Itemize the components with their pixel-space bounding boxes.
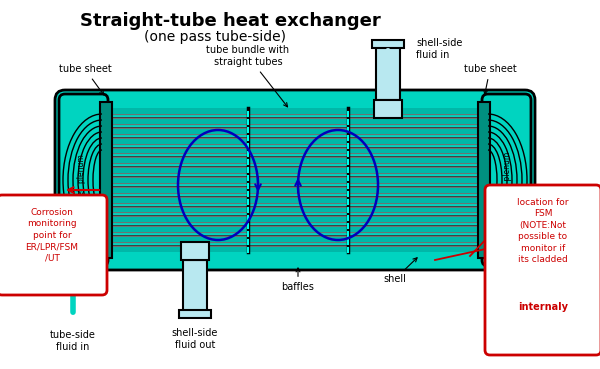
Text: location for
FSM
(NOTE:Not
possible to
monitor if
its cladded: location for FSM (NOTE:Not possible to m… (517, 198, 569, 264)
FancyBboxPatch shape (0, 195, 107, 295)
Bar (374, 100, 402, 118)
Bar (181, 242, 209, 260)
FancyBboxPatch shape (482, 94, 531, 266)
Text: shell: shell (383, 258, 417, 284)
Text: tube-side
fluid out: tube-side fluid out (494, 330, 540, 352)
Text: shell-side
fluid in: shell-side fluid in (416, 38, 463, 60)
Text: tube sheet: tube sheet (464, 64, 517, 94)
Text: shell-side
fluid out: shell-side fluid out (172, 328, 218, 349)
Bar (179, 310, 211, 318)
Text: Corrosion
monitoring
point for
ER/LPR/FSM
/UT: Corrosion monitoring point for ER/LPR/FS… (25, 208, 79, 263)
Text: inlet  plenum: inlet plenum (77, 155, 86, 206)
Text: tube sheet: tube sheet (59, 64, 112, 95)
Text: internaly: internaly (518, 302, 568, 312)
Text: tube-side
fluid in: tube-side fluid in (50, 330, 96, 352)
Text: Straight-tube heat exchanger: Straight-tube heat exchanger (80, 12, 380, 30)
Bar (183, 260, 207, 312)
Bar (376, 45, 400, 100)
FancyBboxPatch shape (55, 90, 535, 270)
Bar (100, 102, 112, 258)
Text: baffles: baffles (281, 268, 314, 292)
Bar (372, 40, 404, 48)
Bar (478, 102, 490, 258)
Bar (112, 108, 490, 252)
Text: tube bundle with
straight tubes: tube bundle with straight tubes (206, 45, 290, 107)
Text: (one pass tube-side): (one pass tube-side) (144, 30, 286, 44)
FancyBboxPatch shape (485, 185, 600, 355)
Text: outlet  plenum: outlet plenum (503, 152, 512, 208)
FancyBboxPatch shape (59, 94, 108, 266)
